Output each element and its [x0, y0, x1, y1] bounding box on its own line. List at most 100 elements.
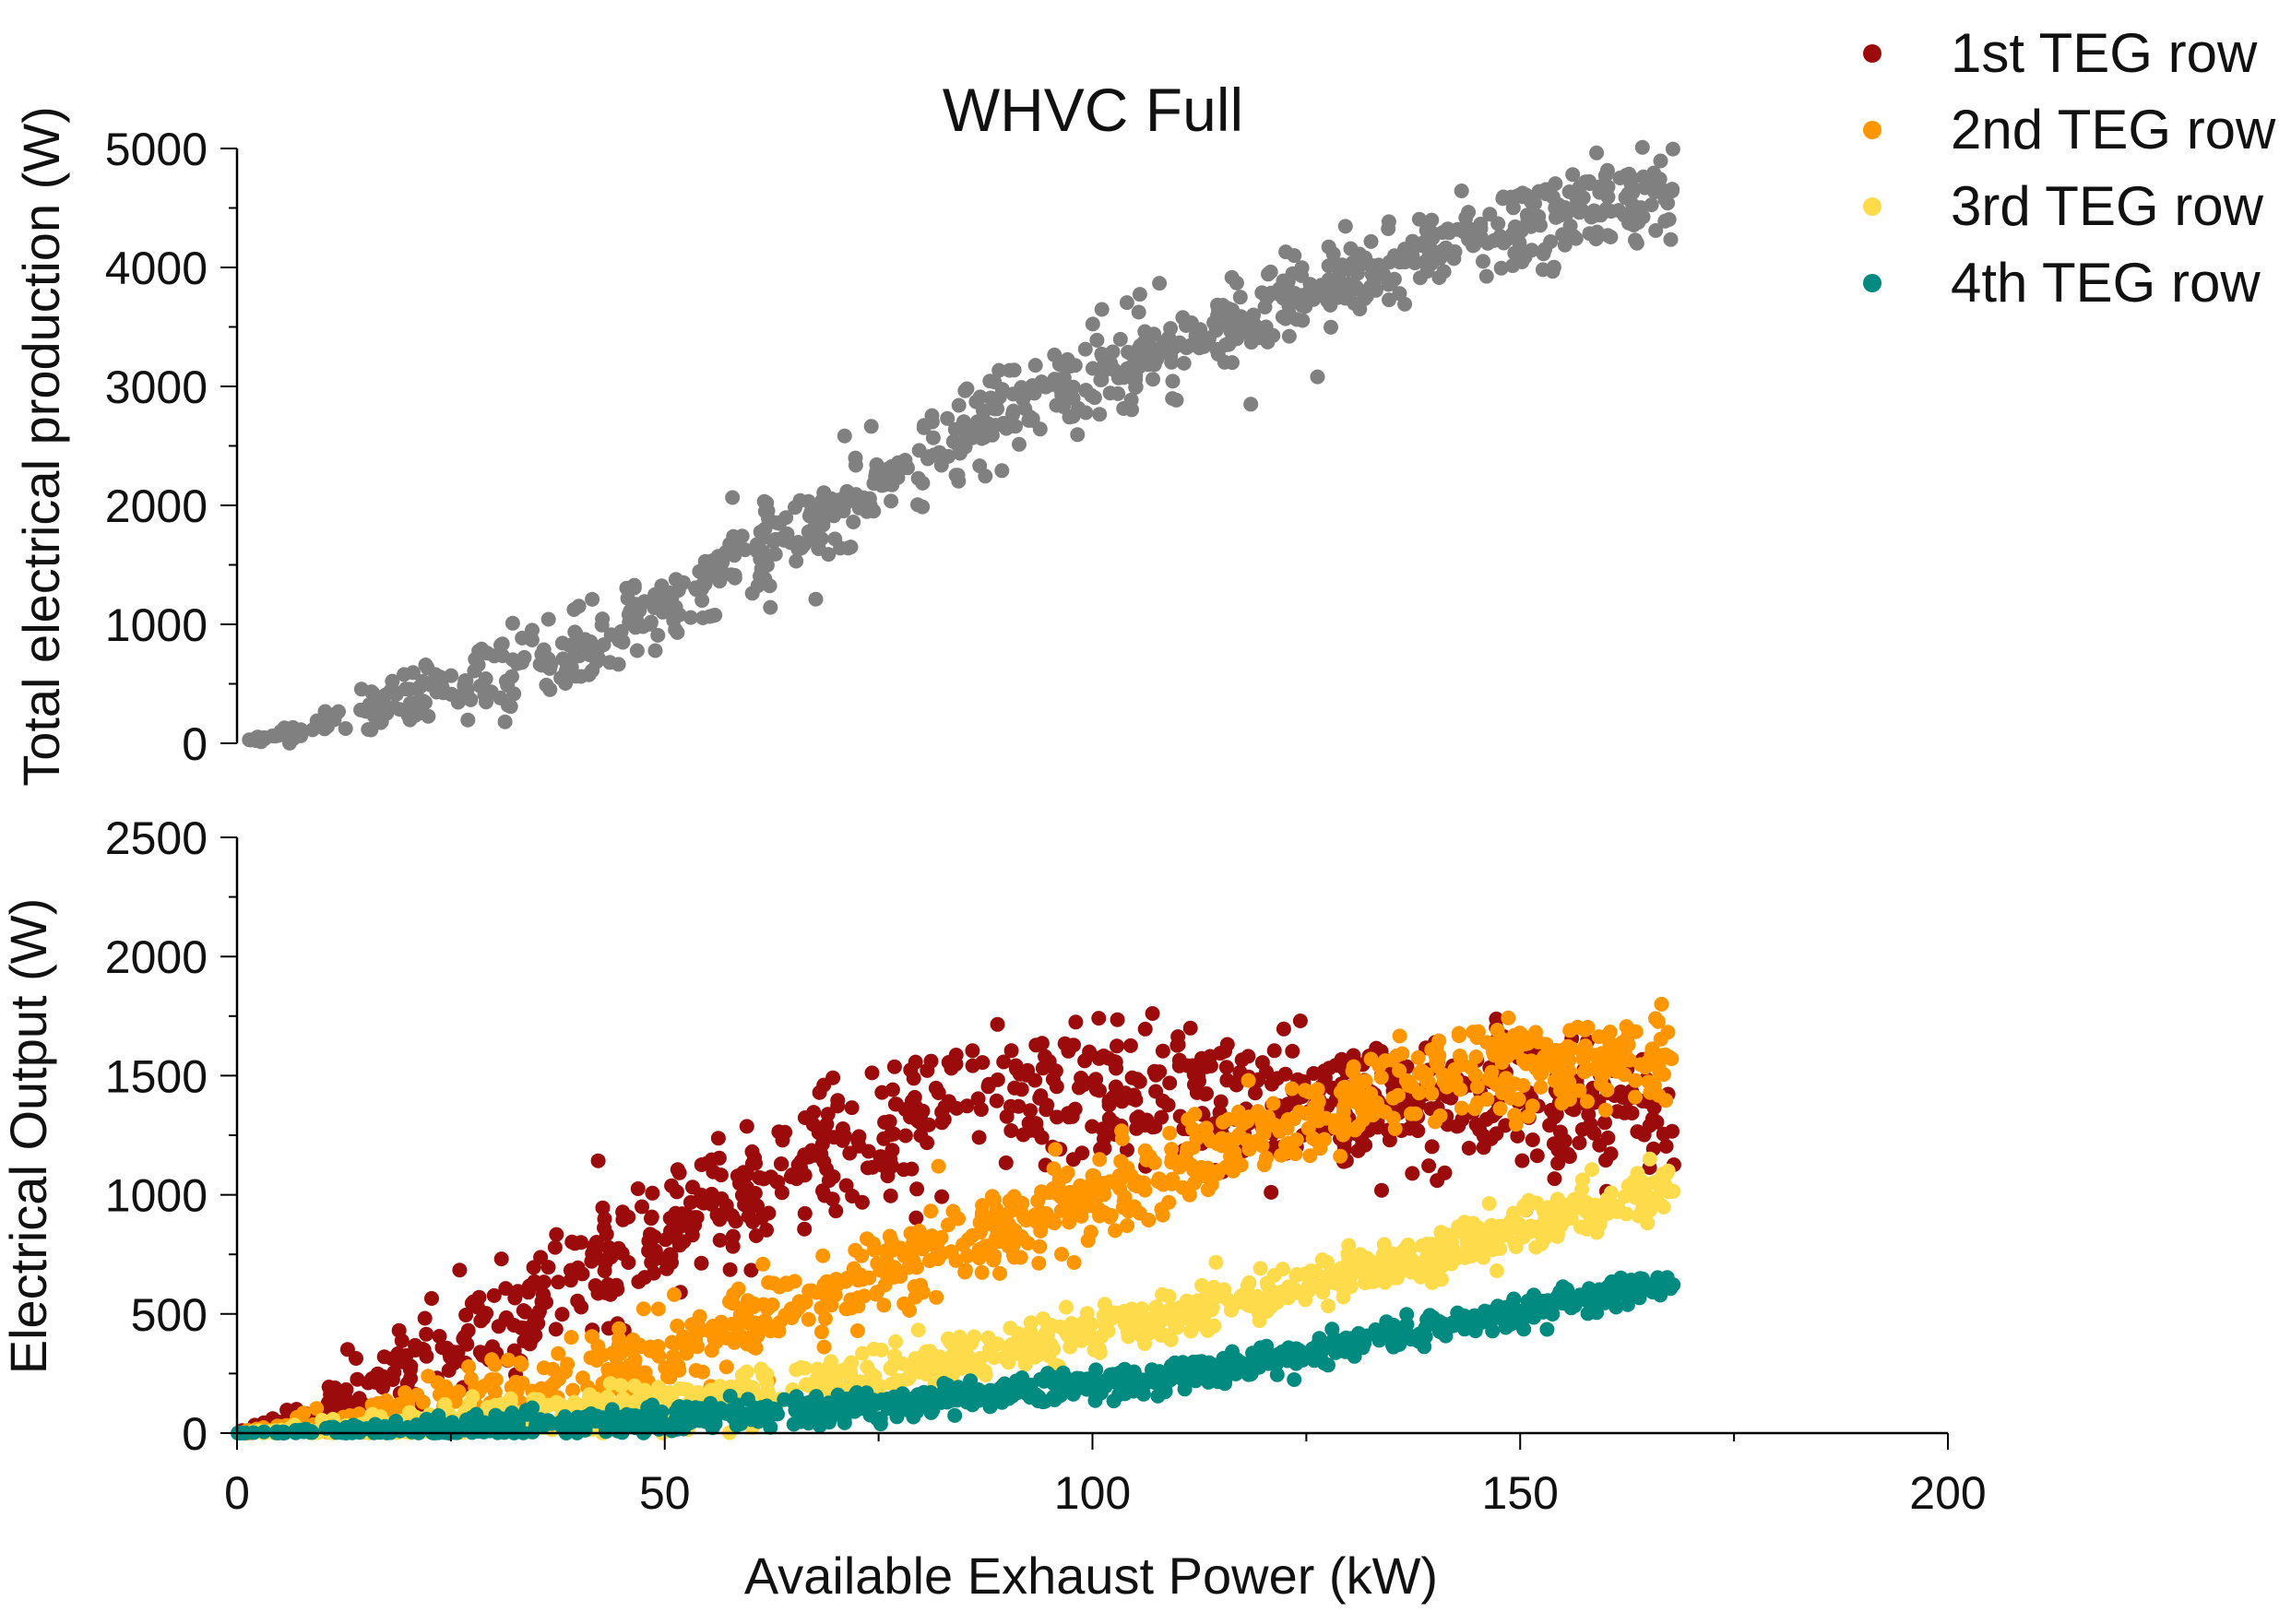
data-point — [860, 1231, 874, 1247]
data-point — [822, 1415, 837, 1430]
data-point — [990, 1072, 1005, 1087]
data-point — [551, 1274, 566, 1290]
data-point — [1599, 1082, 1615, 1097]
data-point — [581, 667, 597, 682]
data-point — [1145, 372, 1160, 387]
data-point — [774, 1185, 789, 1201]
data-point — [888, 1396, 904, 1412]
legend-label: 3rd TEG row — [1951, 175, 2264, 237]
data-point — [458, 1308, 474, 1322]
data-point — [1218, 1159, 1234, 1175]
data-point — [1395, 1320, 1411, 1335]
data-point — [1363, 1051, 1379, 1067]
data-point — [1208, 323, 1224, 338]
data-point — [1083, 1225, 1098, 1239]
data-point — [1419, 1318, 1435, 1334]
data-point — [1467, 1067, 1483, 1083]
series-total — [242, 139, 1680, 751]
data-point — [595, 1200, 611, 1215]
data-point — [696, 1406, 712, 1421]
data-point — [1164, 1142, 1180, 1157]
data-point — [671, 1400, 686, 1415]
data-point — [1162, 1125, 1178, 1141]
data-point — [1436, 264, 1452, 279]
data-point — [1302, 1148, 1318, 1164]
data-point — [637, 1270, 652, 1286]
bottom-x-ticks: 0 50 100 150 200 — [224, 1433, 1987, 1519]
data-point — [1377, 1274, 1393, 1290]
data-point — [567, 624, 583, 640]
data-point — [886, 1126, 902, 1142]
data-point — [1477, 1303, 1492, 1319]
data-point — [760, 1383, 775, 1399]
data-point — [1168, 1368, 1183, 1383]
data-point — [1431, 1048, 1447, 1063]
data-point — [358, 704, 374, 719]
data-point — [1193, 1050, 1209, 1066]
data-point — [1147, 1119, 1163, 1134]
data-point — [1603, 230, 1619, 244]
data-point — [984, 1189, 1000, 1204]
data-point — [1112, 331, 1128, 347]
data-point — [877, 1115, 893, 1130]
data-point — [1108, 1223, 1123, 1239]
data-point — [837, 428, 852, 444]
data-point — [727, 570, 742, 586]
data-point — [1288, 1267, 1304, 1283]
data-point — [886, 1356, 902, 1371]
data-point — [755, 1256, 771, 1272]
data-point — [903, 1109, 918, 1125]
data-point — [683, 610, 698, 625]
data-point — [903, 1226, 919, 1241]
data-point — [1086, 1342, 1102, 1357]
data-point — [863, 1398, 879, 1414]
data-point — [1034, 1036, 1050, 1051]
data-point — [884, 493, 899, 509]
data-point — [940, 410, 956, 426]
data-point — [564, 1330, 579, 1345]
data-point — [1407, 255, 1423, 271]
data-point — [844, 1100, 860, 1116]
data-point — [828, 1272, 844, 1287]
data-point — [1412, 270, 1428, 286]
data-point — [493, 1251, 509, 1267]
data-point — [1391, 1087, 1406, 1103]
data-point — [331, 704, 346, 719]
data-point — [1328, 258, 1344, 273]
data-point — [1272, 1290, 1288, 1306]
data-point — [534, 658, 550, 673]
data-point — [860, 1160, 875, 1176]
data-point — [563, 1273, 578, 1288]
data-point — [1660, 196, 1676, 211]
data-point — [739, 1119, 754, 1134]
data-point — [1561, 1092, 1577, 1108]
data-point — [1422, 251, 1438, 267]
data-point — [1085, 361, 1100, 376]
data-point — [1170, 1029, 1186, 1045]
data-point — [1413, 1269, 1429, 1285]
data-point — [1333, 1148, 1348, 1164]
data-point — [1358, 1137, 1373, 1153]
y-tick-label: 1500 — [105, 1050, 208, 1102]
data-point — [1606, 1037, 1621, 1053]
data-point — [1122, 1037, 1138, 1053]
data-point — [1200, 1130, 1216, 1145]
data-point — [516, 1303, 531, 1319]
data-point — [869, 456, 884, 472]
data-point — [1259, 290, 1275, 306]
data-point — [540, 611, 556, 627]
data-point — [1013, 1250, 1028, 1265]
data-point — [1631, 1208, 1646, 1224]
data-point — [936, 1111, 952, 1127]
data-point — [692, 1309, 707, 1324]
data-point — [1628, 1073, 1644, 1088]
data-point — [1476, 1129, 1491, 1144]
data-point — [1424, 1085, 1440, 1101]
data-point — [1397, 296, 1413, 312]
data-point — [405, 665, 421, 681]
data-point — [1585, 1162, 1599, 1178]
data-point — [957, 1382, 973, 1398]
data-point — [585, 591, 600, 607]
